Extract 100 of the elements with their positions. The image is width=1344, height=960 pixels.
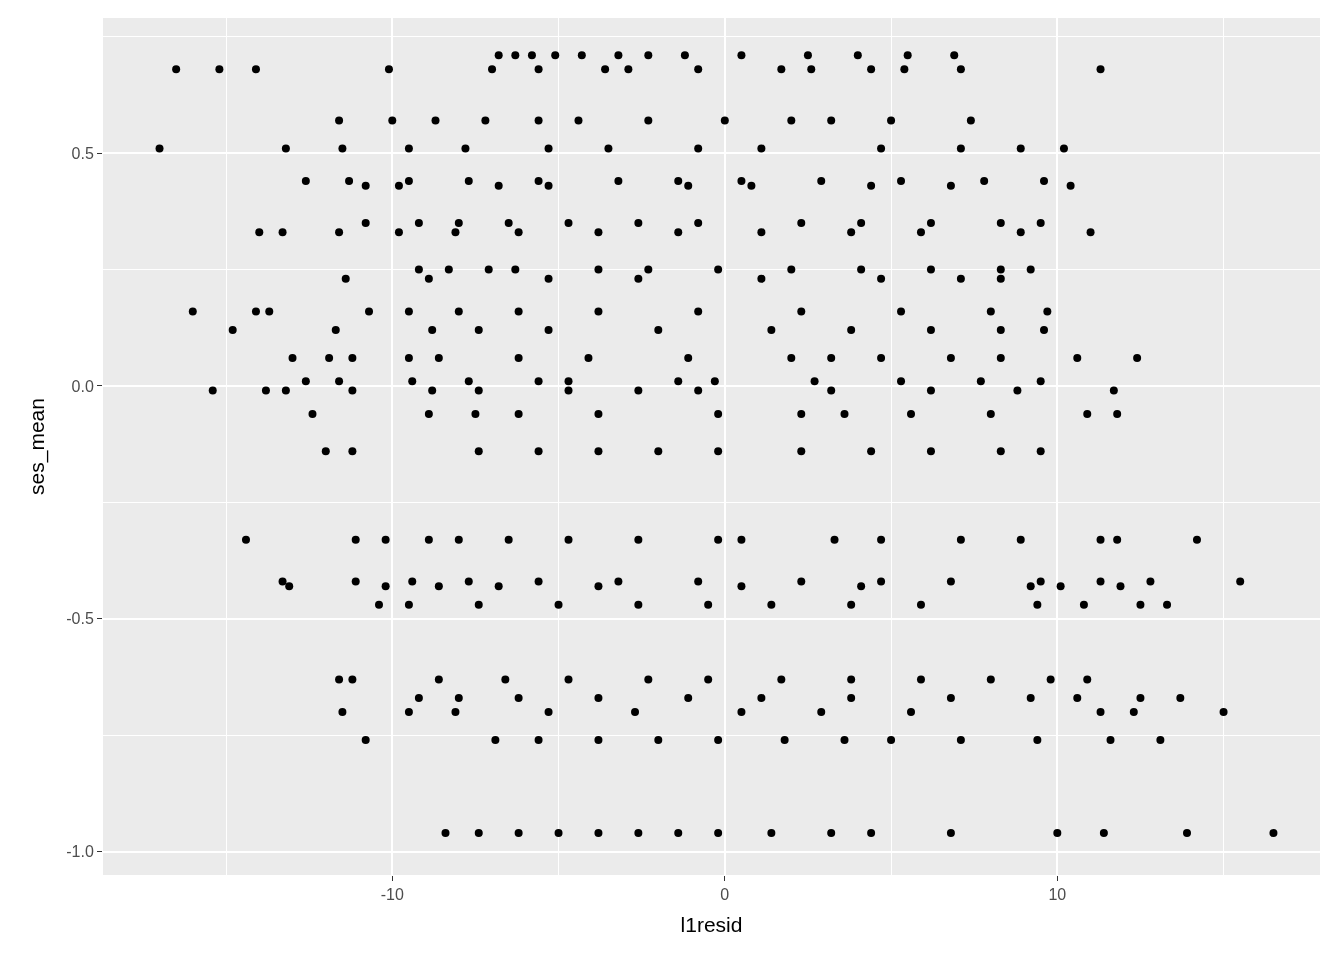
point — [394, 228, 403, 237]
point — [534, 65, 543, 74]
point — [474, 386, 483, 395]
point — [897, 377, 906, 386]
point — [365, 307, 374, 316]
point — [577, 51, 586, 60]
point — [338, 144, 347, 153]
point — [797, 447, 806, 456]
point — [511, 265, 520, 274]
point — [604, 144, 613, 153]
point — [454, 535, 463, 544]
point — [827, 386, 836, 395]
point — [594, 735, 603, 744]
point — [803, 51, 812, 60]
point — [424, 409, 433, 418]
point — [434, 582, 443, 591]
point — [424, 535, 433, 544]
point — [654, 447, 663, 456]
point — [1056, 582, 1065, 591]
point — [887, 735, 896, 744]
point — [584, 354, 593, 363]
point — [614, 51, 623, 60]
point — [714, 265, 723, 274]
point — [1146, 577, 1155, 586]
point — [1040, 326, 1049, 335]
point — [454, 694, 463, 703]
point — [265, 307, 274, 316]
point — [474, 326, 483, 335]
point — [1096, 535, 1105, 544]
point — [946, 694, 955, 703]
point — [1036, 218, 1045, 227]
point — [634, 386, 643, 395]
point — [654, 326, 663, 335]
point — [1079, 600, 1088, 609]
point — [1073, 694, 1082, 703]
point — [720, 116, 729, 125]
point — [1026, 582, 1035, 591]
point — [757, 694, 766, 703]
point — [564, 675, 573, 684]
point — [877, 274, 886, 283]
point — [694, 307, 703, 316]
point — [594, 582, 603, 591]
point — [1136, 600, 1145, 609]
point — [1236, 577, 1245, 586]
point — [767, 829, 776, 838]
point — [916, 600, 925, 609]
point — [710, 377, 719, 386]
point — [1066, 181, 1075, 190]
point — [594, 829, 603, 838]
point — [1073, 354, 1082, 363]
point — [361, 181, 370, 190]
point — [534, 116, 543, 125]
point — [474, 829, 483, 838]
point — [747, 181, 756, 190]
point — [281, 386, 290, 395]
point — [544, 707, 553, 716]
point — [847, 228, 856, 237]
point — [827, 354, 836, 363]
point — [986, 409, 995, 418]
point — [345, 177, 354, 186]
point — [255, 228, 264, 237]
point — [996, 326, 1005, 335]
point — [451, 707, 460, 716]
point — [414, 694, 423, 703]
point — [704, 675, 713, 684]
point — [1156, 735, 1165, 744]
point — [348, 354, 357, 363]
point — [757, 274, 766, 283]
point — [381, 582, 390, 591]
point — [172, 65, 181, 74]
y-axis-title: ses_mean — [25, 398, 50, 495]
point — [956, 274, 965, 283]
point — [714, 447, 723, 456]
point — [946, 181, 955, 190]
point — [241, 535, 250, 544]
point — [976, 377, 985, 386]
point — [1036, 447, 1045, 456]
point — [474, 600, 483, 609]
point — [554, 829, 563, 838]
y-tick-label: 0.5 — [71, 144, 94, 162]
point — [926, 326, 935, 335]
point — [414, 218, 423, 227]
point — [694, 386, 703, 395]
point — [847, 600, 856, 609]
point — [877, 144, 886, 153]
point — [694, 218, 703, 227]
point — [408, 577, 417, 586]
point — [348, 447, 357, 456]
point — [1059, 144, 1068, 153]
point — [900, 65, 909, 74]
point — [594, 694, 603, 703]
point — [840, 409, 849, 418]
point — [501, 675, 510, 684]
point — [847, 694, 856, 703]
y-tick-label: 0.0 — [71, 377, 94, 395]
y-tick-label: -0.5 — [66, 610, 94, 628]
point — [877, 577, 886, 586]
point — [950, 51, 959, 60]
point — [361, 218, 370, 227]
point — [857, 582, 866, 591]
